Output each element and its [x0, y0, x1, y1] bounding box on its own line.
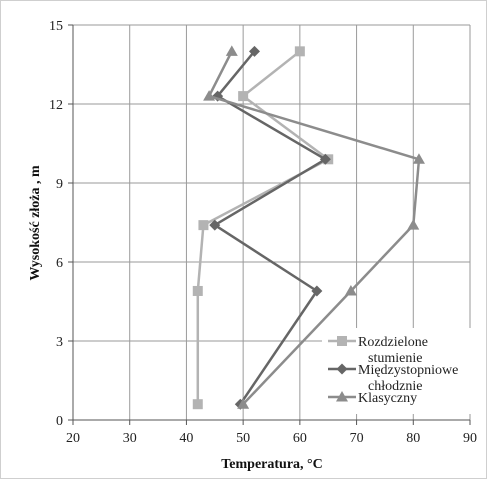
data-point	[344, 284, 357, 296]
legend-label: Klasyczny	[358, 391, 417, 406]
x-tick-label: 60	[293, 431, 307, 446]
data-point	[407, 219, 420, 230]
data-point	[294, 46, 305, 57]
x-tick-labels: 20 30 40 50 60 70 80 90	[66, 431, 477, 446]
x-tick-label: 90	[463, 431, 477, 446]
legend-label: Rozdzielone stumienie	[358, 335, 428, 366]
data-point	[225, 45, 238, 56]
legend-item: Międzystopniowe chłodznie	[328, 363, 458, 394]
y-tick-label: 6	[56, 256, 63, 271]
x-tick-label: 20	[66, 431, 80, 446]
data-point	[311, 285, 323, 297]
series-line	[213, 50, 327, 405]
x-tick-label: 50	[236, 431, 250, 446]
y-tick-label: 15	[49, 19, 63, 34]
y-tick-label: 0	[56, 414, 63, 429]
legend-item: Klasyczny	[328, 391, 417, 406]
x-tick-label: 30	[123, 431, 137, 446]
x-tick-label: 80	[406, 431, 420, 446]
y-tick-labels: 0 3 6 9 12 15	[49, 19, 63, 429]
data-point	[238, 91, 249, 102]
x-tick-label: 40	[179, 431, 193, 446]
data-point	[203, 90, 216, 101]
legend-swatch-marker	[337, 336, 347, 346]
axes	[68, 24, 471, 425]
series-layer	[192, 45, 425, 410]
y-tick-label: 3	[56, 335, 63, 350]
y-tick-label: 12	[49, 98, 63, 113]
data-point	[237, 398, 250, 409]
series-line	[196, 50, 330, 405]
legend-swatch-marker	[336, 363, 348, 375]
x-tick-label: 70	[350, 431, 364, 446]
data-point	[248, 45, 260, 57]
legend-label: Międzystopniowe chłodznie	[358, 363, 458, 394]
y-axis-title: Wysokość złoża , m	[28, 165, 43, 281]
series-line	[207, 50, 421, 406]
y-tick-label: 9	[56, 177, 63, 192]
series-2	[209, 45, 331, 410]
data-point	[198, 220, 209, 231]
data-point	[209, 219, 221, 231]
legend-swatch-marker	[336, 391, 348, 402]
data-point	[412, 153, 425, 164]
data-point	[192, 285, 203, 296]
legend-item: Rozdzielone stumienie	[328, 335, 428, 366]
data-point	[319, 153, 331, 165]
x-axis-title: Temperatura, °C	[221, 457, 323, 472]
series-3	[203, 45, 425, 409]
data-point	[192, 399, 203, 410]
